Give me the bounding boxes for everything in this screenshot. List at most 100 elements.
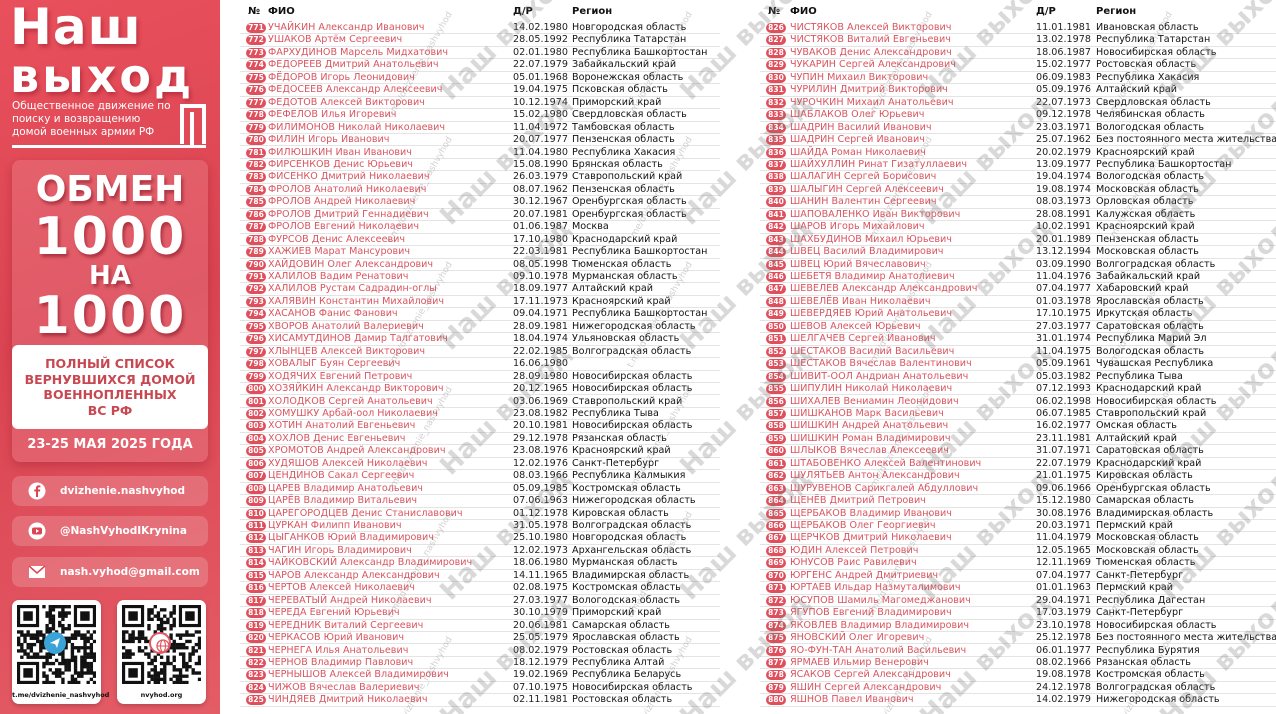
birth-date: 29.12.1978: [513, 432, 568, 444]
row-number: 848: [766, 296, 786, 307]
birth-date: 20.07.1981: [513, 208, 568, 220]
row-number: 786: [246, 209, 266, 220]
person-name: ШЛЫКОВ Вячеслав Алексеевич: [790, 445, 949, 457]
birth-date: 28.08.1991: [1036, 208, 1091, 220]
row-number: 854: [766, 371, 786, 382]
table-row: 862 ШУЛЯТЬЕВ Антон Александрович 21.01.197…: [760, 470, 1276, 483]
region: Челябинская область: [1096, 109, 1205, 121]
birth-date: 02.11.1981: [513, 694, 568, 706]
facebook-handle: dvizhenie.nashvyhod: [60, 485, 186, 497]
person-name: ЧЕРНОВ Владимир Павлович: [268, 656, 414, 668]
table-row: 842 ШАРОВ Игорь Михайлович 10.02.1991 Красн…: [760, 221, 1276, 234]
person-name: ЧАГИН Игорь Владимирович: [268, 544, 412, 556]
table-row: 803 ХОТИН Анатолий Евгеньевич 20.10.1981 Но…: [240, 420, 720, 433]
table-row: 791 ХАЛИЛОВ Вадим Ренатович 09.10.1978 Мурм…: [240, 271, 720, 284]
youtube-link[interactable]: @NashVyhodIKrynina: [12, 516, 208, 546]
person-name: ЩЕНЁВ Дмитрий Петрович: [790, 495, 926, 507]
table-row: 784 ФРОЛОВ Анатолий Николаевич 08.07.1962 П…: [240, 184, 720, 197]
telegram-icon: [44, 632, 66, 654]
table-row: 788 ФУРСОВ Денис Алексеевич 17.10.1980 Крас…: [240, 233, 720, 247]
header-dob: Д/Р: [513, 6, 533, 17]
table-row: 801 ХОЛОДКОВ Сергей Анатольевич 03.06.1969…: [240, 396, 720, 408]
person-name: ШЕСТАКОВ Василий Васильевич: [790, 345, 955, 357]
table-row: 876 ЯО-ФУН-ТАН Анатолий Васильевич 06.01.1…: [760, 645, 1276, 657]
email-link[interactable]: nash.vyhod@gmail.com: [12, 557, 208, 587]
region: Оренбургская область: [1096, 482, 1211, 494]
row-number: 825: [246, 695, 266, 706]
telegram-qr-code[interactable]: t.me/dvizhenie_nashvyhod: [12, 600, 109, 704]
person-name: ЯО-ФУН-ТАН Анатолий Васильевич: [790, 644, 967, 656]
person-name: ШАЙДА Роман Николаевич: [790, 146, 926, 158]
region: Оренбургская область: [572, 196, 687, 208]
table-row: 835 ШАДРИН Сергей Иванович 25.07.1962 Без п…: [760, 134, 1276, 147]
person-name: ШИШКИН Роман Владимирович: [790, 432, 951, 444]
row-number: 801: [246, 396, 266, 407]
row-number: 803: [246, 421, 266, 432]
person-name: ФЁДОРОВ Игорь Леонидович: [268, 71, 415, 83]
region: Тюменская область: [572, 258, 672, 270]
table-row: 848 ШЕВЕЛЁВ Иван Николаевич 01.03.1978 Ярос…: [760, 296, 1276, 309]
birth-date: 12.02.1973: [513, 544, 568, 556]
table-row: 807 ЦЕНДИНОВ Сакал Сергеевич 08.03.1966 Рес…: [240, 470, 720, 483]
table-row: 858 ШИШКИН Андрей Анатольевич 16.02.1977 Ом…: [760, 420, 1276, 433]
row-number: 800: [246, 384, 266, 395]
region: Республика Беларусь: [572, 669, 682, 681]
birth-date: 05.09.1961: [1036, 358, 1091, 370]
website-qr-code[interactable]: nvyhod.org: [117, 600, 206, 704]
table-row: 877 ЯРМАЕВ Ильмир Венерович 08.02.1966 Ряза…: [760, 657, 1276, 670]
birth-date: 23.08.1982: [513, 407, 568, 419]
person-name: ШИШКАНОВ Марк Васильевич: [790, 407, 944, 419]
region: Красноярский край: [1096, 146, 1195, 158]
person-name: ЩЕРЧКОВ Дмитрий Николаевич: [790, 532, 952, 544]
row-number: 823: [246, 670, 266, 681]
row-number: 875: [766, 633, 786, 644]
birth-date: 20.12.1965: [513, 383, 568, 395]
person-name: ЯШИН Сергей Александрович: [790, 681, 942, 693]
table-row: 810 ЦАРЕГОРОДЦЕВ Денис Станиславович 01.12…: [240, 508, 720, 520]
youtube-handle: @NashVyhodIKrynina: [60, 525, 187, 537]
row-number: 832: [766, 97, 786, 108]
person-name: ЧЕРНЫШОВ Алексей Владимирович: [268, 669, 449, 681]
birth-date: 01.12.1978: [513, 507, 568, 519]
row-number: 867: [766, 533, 786, 544]
table-row: 865 ЩЕРБАКОВ Владимир Иванович 30.08.1976 В…: [760, 508, 1276, 520]
region: Ульяновская область: [572, 333, 680, 345]
person-name: ЦАРЕВ Владимир Анатольевич: [268, 482, 423, 494]
region: Московская область: [1096, 246, 1199, 258]
birth-date: 27.03.1977: [513, 594, 568, 606]
region: Краснодарский край: [572, 233, 678, 245]
row-number: 864: [766, 496, 786, 507]
row-number: 790: [246, 259, 266, 270]
person-name: ШАЛЫГИН Сергей Алексеевич: [790, 183, 944, 195]
birth-date: 23.10.1978: [1036, 619, 1091, 631]
row-number: 772: [246, 35, 266, 46]
row-number: 835: [766, 135, 786, 146]
table-row: 868 ЮДИН Алексей Петрович 12.05.1965 Москов…: [760, 545, 1276, 558]
row-number: 802: [246, 408, 266, 419]
person-name: ФЕДОСЕЕВ Александр Алексеевич: [268, 84, 443, 96]
row-number: 837: [766, 159, 786, 170]
brand-subtitle: Общественное движение по поиску и возвра…: [12, 100, 171, 138]
row-number: 850: [766, 321, 786, 332]
birth-date: 11.04.1976: [1036, 271, 1091, 282]
person-name: ХОЗЯЙКИН Александр Викторович: [268, 383, 444, 395]
person-name: ЧАЙКОВСКИЙ Александр Владимирович: [268, 557, 473, 569]
brand-title-line2: выход: [10, 49, 195, 103]
birth-date: 09.04.1971: [513, 308, 568, 320]
person-name: ЧУРИЛИН Дмитрий Викторович: [790, 84, 948, 96]
region: Волгоградская область: [572, 520, 692, 531]
person-name: ЧЕРТОВ Алексей Николаевич: [268, 582, 415, 594]
table-row: 786 ФРОЛОВ Дмитрий Геннадиевич 20.07.1981 О…: [240, 208, 720, 222]
row-number: 779: [246, 122, 266, 133]
person-name: ШАДРИН Василий Иванович: [790, 121, 932, 133]
person-name: ШЕБЕТЯ Владимир Анатолиевич: [790, 271, 955, 282]
person-name: ШАНИН Валентин Сергеевич: [790, 196, 937, 208]
row-number: 869: [766, 558, 786, 569]
row-number: 842: [766, 222, 786, 233]
region: Приморский край: [572, 96, 662, 108]
region: Новосибирская область: [572, 383, 693, 395]
row-number: 778: [246, 110, 266, 121]
facebook-link[interactable]: dvizhenie.nashvyhod: [12, 476, 208, 506]
table-row: 780 ФИЛИН Игорь Иванович 20.07.1977 Пензенс…: [240, 134, 720, 147]
row-number: 865: [766, 508, 786, 519]
